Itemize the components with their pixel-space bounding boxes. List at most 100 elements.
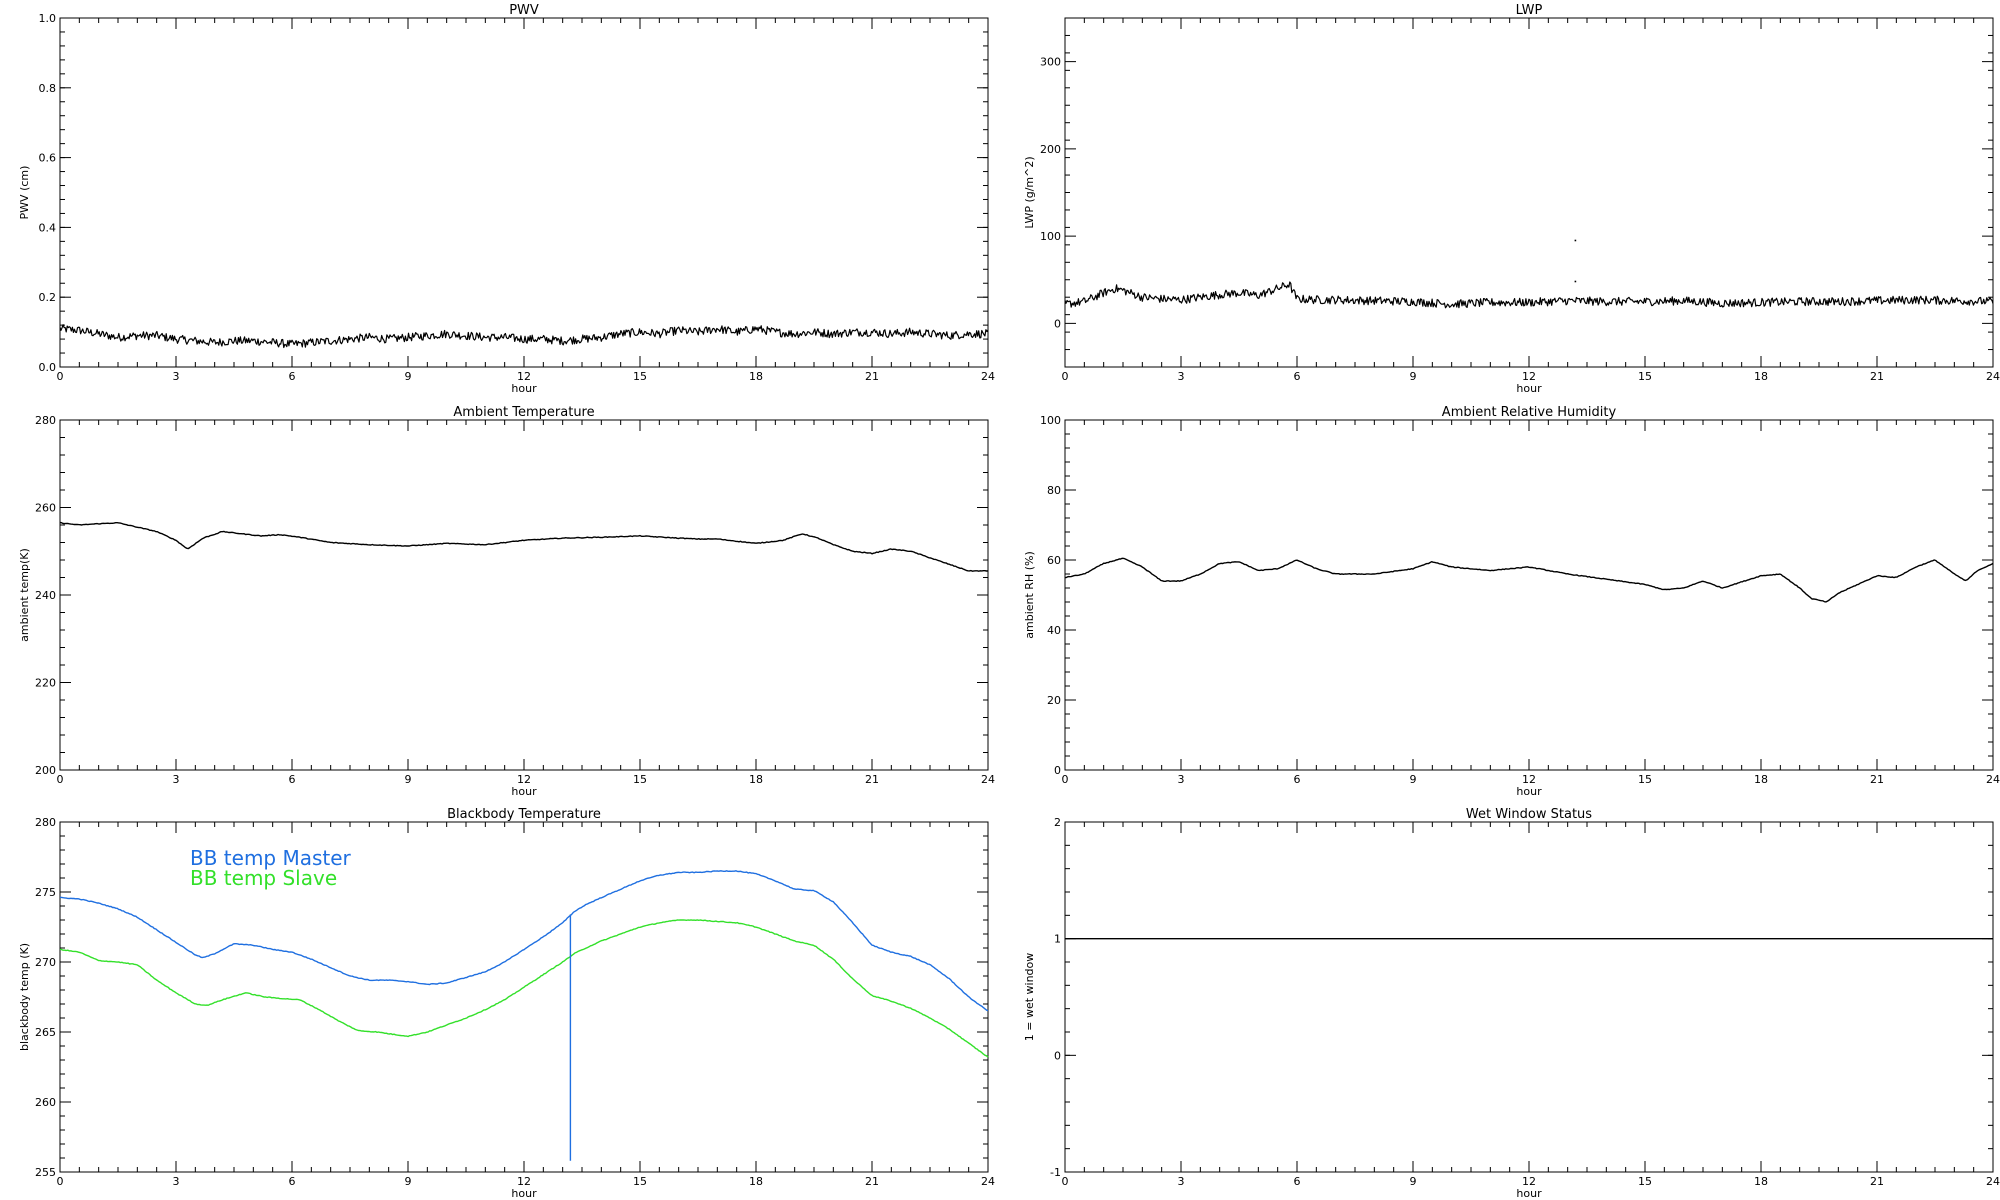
y-tick-label: 100 (1040, 414, 1061, 427)
x-tick-label: 12 (1522, 370, 1536, 383)
y-tick-label: 1 (1054, 933, 1061, 946)
blackbody-temperature-panel: Blackbody Temperature 0 3 6 9 12 15 18 21 24 hour 2… (18, 807, 995, 1200)
x-tick-label: 12 (517, 773, 531, 786)
x-tick-label: 3 (1178, 773, 1185, 786)
y-tick-label: 0.8 (39, 82, 57, 95)
x-tick-label: 18 (1754, 1175, 1768, 1188)
x-tick-label: 12 (517, 1175, 531, 1188)
y-axis-label: ambient RH (%) (1023, 551, 1036, 639)
x-tick-label: 6 (289, 773, 296, 786)
y-tick-label: 300 (1040, 56, 1061, 69)
y-tick-label: 2 (1054, 816, 1061, 829)
y-axis-label: PWV (cm) (18, 166, 31, 220)
y-axis-label: ambient temp(K) (18, 548, 31, 642)
x-tick-label: 15 (1638, 370, 1652, 383)
plot-frame (1064, 821, 1994, 1173)
plot-frame (59, 17, 989, 368)
x-tick-label: 9 (405, 1175, 412, 1188)
x-tick-label: 3 (173, 370, 180, 383)
x-tick-label: 24 (1986, 1175, 2000, 1188)
x-tick-label: 24 (1986, 370, 2000, 383)
y-tick-label: 280 (35, 816, 56, 829)
x-tick-label: 21 (865, 773, 879, 786)
x-tick-label: 3 (173, 773, 180, 786)
plot-frame (1064, 17, 1994, 368)
x-tick-label: 6 (289, 1175, 296, 1188)
lwp-panel: LWP 0 3 6 9 12 15 18 21 24 hour 0 100 200 300 LWP (g/m^… (1023, 3, 2000, 395)
ambient-temperature-panel: Ambient Temperature 0 3 6 9 12 15 18 21 24 hour 200… (18, 405, 995, 798)
legend-entry-bb-temp-master: BB temp Master (190, 846, 352, 870)
x-tick-label: 0 (57, 773, 64, 786)
y-tick-label: 260 (35, 502, 56, 515)
x-tick-label: 15 (1638, 773, 1652, 786)
x-tick-label: 15 (633, 370, 647, 383)
x-tick-label: 0 (57, 1175, 64, 1188)
x-tick-label: 18 (1754, 773, 1768, 786)
y-tick-label: 0.4 (39, 221, 57, 234)
y-tick-label: 40 (1047, 624, 1061, 637)
chart-title: Wet Window Status (1466, 807, 1592, 822)
x-tick-label: 12 (1522, 1175, 1536, 1188)
y-tick-label: 280 (35, 414, 56, 427)
x-tick-label: 9 (1410, 370, 1417, 383)
y-tick-label: 0.6 (39, 152, 57, 165)
chart-title: PWV (509, 3, 539, 18)
x-tick-label: 6 (1294, 1175, 1301, 1188)
x-axis-label: hour (511, 785, 537, 798)
y-tick-label: 0 (1054, 1049, 1061, 1062)
series-line (59, 521, 989, 572)
y-tick-label: 275 (35, 886, 56, 899)
y-tick-label: 0 (1054, 317, 1061, 330)
y-tick-label: 260 (35, 1096, 56, 1109)
x-axis-label: hour (1516, 785, 1542, 798)
x-tick-label: 24 (1986, 773, 2000, 786)
x-tick-label: 21 (1870, 1175, 1884, 1188)
x-axis-label: hour (511, 1187, 537, 1200)
x-tick-label: 0 (1062, 773, 1069, 786)
x-tick-label: 18 (749, 370, 763, 383)
x-tick-label: 9 (405, 370, 412, 383)
x-axis-label: hour (511, 382, 537, 395)
x-tick-label: 15 (633, 1175, 647, 1188)
y-tick-label: 20 (1047, 694, 1061, 707)
y-tick-label: 200 (1040, 143, 1061, 156)
outlier-point (1574, 239, 1577, 242)
y-tick-label: 240 (35, 589, 56, 602)
ambient-relative-humidity-panel: Ambient Relative Humidity 0 3 6 9 12 15 18 21 24 h… (1023, 405, 2000, 798)
x-tick-label: 12 (517, 370, 531, 383)
y-axis-label: blackbody temp (K) (18, 943, 31, 1051)
x-tick-label: 24 (981, 370, 995, 383)
y-tick-label: 1.0 (39, 12, 57, 25)
x-tick-label: 3 (1178, 370, 1185, 383)
chart-title: Blackbody Temperature (447, 807, 601, 822)
x-axis-label: hour (1516, 1187, 1542, 1200)
plot-frame (1064, 419, 1994, 771)
x-tick-label: 3 (173, 1175, 180, 1188)
x-axis-label: hour (1516, 382, 1542, 395)
x-tick-label: 15 (633, 773, 647, 786)
x-tick-label: 18 (749, 773, 763, 786)
chart-title: Ambient Temperature (453, 405, 594, 420)
y-tick-label: 265 (35, 1026, 56, 1039)
series-line-bb-temp-master (59, 870, 989, 1012)
x-tick-label: 0 (57, 370, 64, 383)
legend-entry-bb-temp-slave: BB temp Slave (190, 866, 337, 890)
y-tick-label: 100 (1040, 230, 1061, 243)
y-tick-label: 0.2 (39, 291, 57, 304)
x-tick-label: 12 (1522, 773, 1536, 786)
y-tick-label: 0 (1054, 764, 1061, 777)
series-line (59, 324, 989, 349)
series-line (1064, 281, 1994, 309)
y-tick-label: 220 (35, 677, 56, 690)
x-tick-label: 21 (1870, 370, 1884, 383)
x-tick-label: 21 (865, 370, 879, 383)
x-tick-label: 18 (749, 1175, 763, 1188)
y-tick-label: 255 (35, 1166, 56, 1179)
x-tick-label: 0 (1062, 370, 1069, 383)
outlier-point (1574, 280, 1577, 283)
y-tick-label: 200 (35, 764, 56, 777)
pwv-panel: PWV 0 3 6 9 12 15 18 21 24 hour 0.0 0.2 0.4 0.6 0.8 1.0 P… (18, 3, 995, 395)
x-tick-label: 21 (865, 1175, 879, 1188)
y-tick-label: 80 (1047, 484, 1061, 497)
